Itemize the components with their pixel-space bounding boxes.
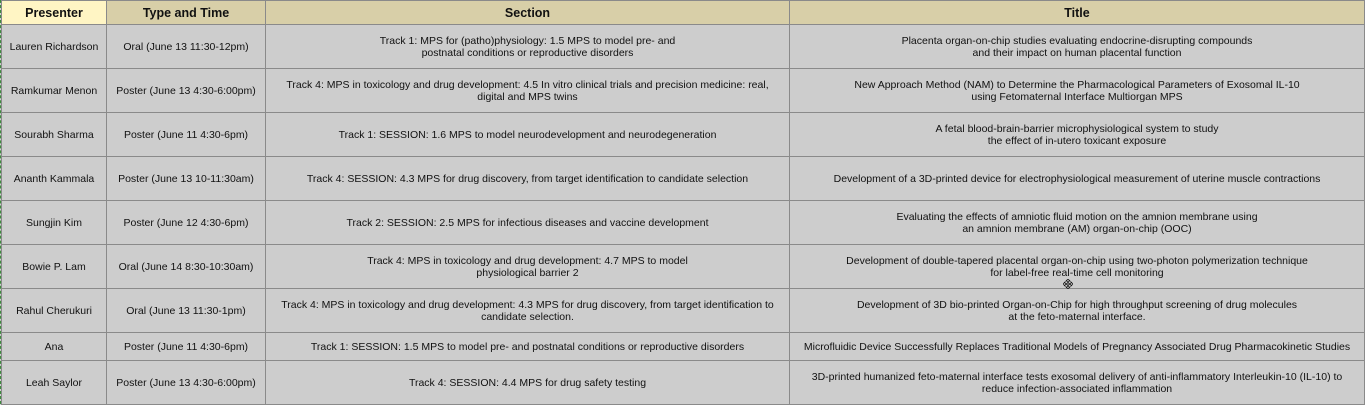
presenter-cell[interactable]: Ramkumar Menon <box>1 68 107 113</box>
section-line: Track 4: MPS in toxicology and drug deve… <box>367 254 688 267</box>
presenter-cell[interactable]: Leah Saylor <box>1 360 107 405</box>
header-section[interactable]: Section <box>265 0 790 25</box>
title-line: Development of double-tapered placental … <box>846 254 1308 267</box>
title-line: A fetal blood-brain-barrier microphysiol… <box>935 122 1219 135</box>
section-line: Track 1: SESSION: 1.5 MPS to model pre- … <box>310 340 745 353</box>
title-cell[interactable]: Microfluidic Device Successfully Replace… <box>789 332 1365 361</box>
section-line: Track 1: SESSION: 1.6 MPS to model neuro… <box>338 128 717 141</box>
table-row: Sourabh Sharma Poster (June 11 4:30-6pm)… <box>1 112 1365 157</box>
title-line: Microfluidic Device Successfully Replace… <box>803 340 1351 353</box>
section-line: Track 4: SESSION: 4.3 MPS for drug disco… <box>306 172 749 185</box>
section-cell[interactable]: Track 2: SESSION: 2.5 MPS for infectious… <box>265 200 790 245</box>
type-time-cell[interactable]: Poster (June 11 4:30-6pm) <box>106 332 266 361</box>
presenter-cell[interactable]: Sungjin Kim <box>1 200 107 245</box>
header-type-and-time[interactable]: Type and Time <box>106 0 266 25</box>
title-cell[interactable]: New Approach Method (NAM) to Determine t… <box>789 68 1365 113</box>
section-line: postnatal conditions or reproductive dis… <box>421 46 634 59</box>
table-row: Sungjin Kim Poster (June 12 4:30-6pm) Tr… <box>1 200 1365 245</box>
type-time-cell[interactable]: Poster (June 11 4:30-6pm) <box>106 112 266 157</box>
title-cell[interactable]: Evaluating the effects of amniotic fluid… <box>789 200 1365 245</box>
title-line: at the feto-maternal interface. <box>1008 310 1146 323</box>
title-line: Development of 3D bio-printed Organ-on-C… <box>856 298 1298 311</box>
title-line: for label-free real-time cell monitoring <box>990 266 1164 279</box>
title-line: Evaluating the effects of amniotic fluid… <box>896 210 1258 223</box>
title-cell[interactable]: A fetal blood-brain-barrier microphysiol… <box>789 112 1365 157</box>
section-line: Track 1: MPS for (patho)physiology: 1.5 … <box>379 34 676 47</box>
type-time-cell[interactable]: Oral (June 13 11:30-1pm) <box>106 288 266 333</box>
title-line: Placenta organ-on-chip studies evaluatin… <box>901 34 1253 47</box>
title-line: Development of a 3D-printed device for e… <box>833 172 1321 185</box>
section-line: Track 4: MPS in toxicology and drug deve… <box>286 78 769 91</box>
move-cursor-icon <box>1063 279 1073 289</box>
type-time-cell[interactable]: Poster (June 13 4:30-6:00pm) <box>106 68 266 113</box>
title-cell[interactable]: Development of double-tapered placental … <box>789 244 1365 289</box>
header-title[interactable]: Title <box>789 0 1365 25</box>
section-line: Track 4: MPS in toxicology and drug deve… <box>281 298 774 311</box>
section-line: Track 2: SESSION: 2.5 MPS for infectious… <box>346 216 709 229</box>
section-line: candidate selection. <box>481 310 574 323</box>
table-row: Lauren Richardson Oral (June 13 11:30-12… <box>1 24 1365 69</box>
title-line: and their impact on human placental func… <box>972 46 1182 59</box>
header-presenter[interactable]: Presenter <box>1 0 107 25</box>
title-cell[interactable]: Placenta organ-on-chip studies evaluatin… <box>789 24 1365 69</box>
title-cell[interactable]: Development of 3D bio-printed Organ-on-C… <box>789 288 1365 333</box>
presenter-cell[interactable]: Ana <box>1 332 107 361</box>
section-cell[interactable]: Track 4: SESSION: 4.4 MPS for drug safet… <box>265 360 790 405</box>
title-line: an amnion membrane (AM) organ-on-chip (O… <box>962 222 1192 235</box>
presenter-cell[interactable]: Bowie P. Lam <box>1 244 107 289</box>
title-line: 3D-printed humanized feto-maternal inter… <box>811 370 1343 383</box>
section-line: Track 4: SESSION: 4.4 MPS for drug safet… <box>408 376 647 389</box>
type-time-cell[interactable]: Poster (June 12 4:30-6pm) <box>106 200 266 245</box>
type-time-cell[interactable]: Oral (June 14 8:30-10:30am) <box>106 244 266 289</box>
table-row: Bowie P. Lam Oral (June 14 8:30-10:30am)… <box>1 244 1365 289</box>
presenter-cell[interactable]: Sourabh Sharma <box>1 112 107 157</box>
type-time-cell[interactable]: Oral (June 13 11:30-12pm) <box>106 24 266 69</box>
header-row: Presenter Type and Time Section Title <box>1 0 1365 25</box>
title-cell[interactable]: Development of a 3D-printed device for e… <box>789 156 1365 201</box>
table-row: Ana Poster (June 11 4:30-6pm) Track 1: S… <box>1 332 1365 361</box>
title-line: reduce infection-associated inflammation <box>981 382 1173 395</box>
table-row: Ananth Kammala Poster (June 13 10-11:30a… <box>1 156 1365 201</box>
title-line: using Fetomaternal Interface Multiorgan … <box>971 90 1183 103</box>
section-line: physiological barrier 2 <box>476 266 579 279</box>
section-cell[interactable]: Track 4: MPS in toxicology and drug deve… <box>265 288 790 333</box>
presenter-cell[interactable]: Lauren Richardson <box>1 24 107 69</box>
type-time-cell[interactable]: Poster (June 13 4:30-6:00pm) <box>106 360 266 405</box>
section-cell[interactable]: Track 1: SESSION: 1.5 MPS to model pre- … <box>265 332 790 361</box>
presenter-cell[interactable]: Ananth Kammala <box>1 156 107 201</box>
title-line: the effect of in-utero toxicant exposure <box>987 134 1167 147</box>
presenter-cell[interactable]: Rahul Cherukuri <box>1 288 107 333</box>
section-cell[interactable]: Track 4: MPS in toxicology and drug deve… <box>265 68 790 113</box>
title-cell[interactable]: 3D-printed humanized feto-maternal inter… <box>789 360 1365 405</box>
table-row: Rahul Cherukuri Oral (June 13 11:30-1pm)… <box>1 288 1365 333</box>
section-cell[interactable]: Track 1: MPS for (patho)physiology: 1.5 … <box>265 24 790 69</box>
section-cell[interactable]: Track 4: MPS in toxicology and drug deve… <box>265 244 790 289</box>
table-row: Leah Saylor Poster (June 13 4:30-6:00pm)… <box>1 360 1365 405</box>
type-time-cell[interactable]: Poster (June 13 10-11:30am) <box>106 156 266 201</box>
section-cell[interactable]: Track 1: SESSION: 1.6 MPS to model neuro… <box>265 112 790 157</box>
section-cell[interactable]: Track 4: SESSION: 4.3 MPS for drug disco… <box>265 156 790 201</box>
section-line: digital and MPS twins <box>477 90 578 103</box>
title-line: New Approach Method (NAM) to Determine t… <box>854 78 1300 91</box>
table-row: Ramkumar Menon Poster (June 13 4:30-6:00… <box>1 68 1365 113</box>
